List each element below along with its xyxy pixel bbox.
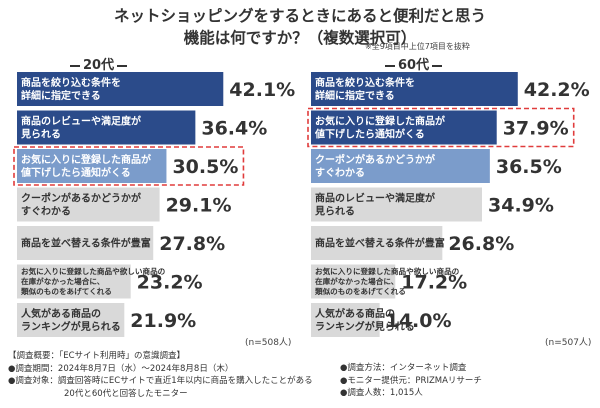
bar-category-label: すぐわかる [315,167,365,179]
bar [311,149,490,183]
bar-category-label: 類似のものをあげてくれる [314,286,406,296]
bar [311,226,443,260]
value-label: 21.9% [130,310,196,332]
bar-category-label: 商品を並べ替える条件が豊富 [21,237,151,250]
bar-category-label: お気に入りに登録した商品が [315,115,446,128]
value-label: 36.4% [201,118,267,140]
bar-category-label: 見られる [20,129,61,141]
subnote: ※全9項目中上位7項目を抜粋 [365,42,470,51]
bar [311,264,396,299]
bar-category-label: 商品を絞り込む条件を [21,76,121,89]
value-label: 23.2% [137,272,203,294]
bar-category-label: 人気がある商品の [315,307,395,320]
bar-category-label: すぐわかる [21,206,71,218]
value-label: 17.2% [401,272,467,294]
bar-category-label: 値下げしたら通知がくる [314,128,425,141]
bar-category-label: 詳細に指定できる [21,89,101,102]
bar [17,187,160,222]
value-label: 42.2% [524,79,590,101]
bar-category-label: 商品を絞り込む条件を [315,76,415,89]
chart-title-line-1: ネットショッピングをするときにあると便利だと思う [113,7,486,25]
bar-category-label: 商品のレビューや満足度が [315,192,436,205]
highlight-box [307,107,575,148]
bar-category-label: ランキングが見られる [315,320,415,333]
value-label: 30.5% [172,156,238,178]
footer-left-line: 20代と60代と回答したモニター [64,388,188,399]
bar-category-label: 在庫がなかった場合に、 [315,276,398,286]
bar-category-label: 類似のものをあげてくれる [20,286,112,296]
bar [311,187,483,222]
bar-category-label: クーポンがあるかどうかが [315,153,436,166]
value-label: 42.1% [229,79,295,101]
value-label: 26.8% [448,233,514,255]
bar-category-label: 商品のレビューや満足度が [21,115,142,128]
bar [311,303,380,337]
value-label: 29.1% [166,195,232,217]
bar [17,72,224,106]
footer-left: 【調査概要：「ECサイト利用時」の意識調査】 ●調査期間：2024年8月7日（水… [8,350,313,400]
footer-left-line: ●調査対象：調査回答時にECサイトで直近1年以内に商品を購入したことがある [8,376,313,386]
bar-category-label: 商品を並べ替える条件が豊富 [315,237,445,250]
bar [17,264,131,299]
panel-label-20s: 20代 [70,54,127,73]
n-note-20s: (n=508人) [245,338,292,348]
footer-left-line: 【調査概要：「ECサイト利用時」の意識調査】 [8,351,186,361]
footer-right-line: ●調査方法：インターネット調査 [340,363,467,373]
value-label: 27.8% [159,233,225,255]
panel-label-60s: 60代 [385,54,442,73]
footer-right-line: ●調査人数：1,015人 [340,388,423,398]
bar [17,149,167,183]
bar-category-label: 人気がある商品の [21,307,101,320]
footer-right: ●調査方法：インターネット調査 ●モニター提供元：PRIZMAリサーチ ●調査人… [340,362,482,400]
n-note-60s: (n=507人) [545,338,592,348]
chart-title-line-2: 機能は何ですか？（複数選択可） [183,29,417,47]
bar-category-label: お気に入りに登録した商品が [21,153,152,166]
bar [17,226,154,260]
chart-title: ネットショッピングをするときにあると便利だと思う 機能は何ですか？（複数選択可） [0,5,600,49]
bar-category-label: ランキングが見られる [21,320,121,333]
bar-category-label: 見られる [314,206,355,218]
bar-category-label: 在庫がなかった場合に、 [21,276,104,286]
bar-category-label: クーポンがあるかどうかが [21,192,142,205]
bar [17,110,196,145]
highlight-box [13,146,245,186]
value-label: 34.9% [488,195,554,217]
value-label: 37.9% [503,118,569,140]
bar-category-label: 詳細に指定できる [315,89,395,102]
bar [311,110,497,145]
bar [311,72,518,106]
footer-left-line: ●調査期間：2024年8月7日（水）〜2024年8月8日（木） [8,363,234,374]
footer-right-line: ●モニター提供元：PRIZMAリサーチ [340,375,482,386]
value-label: 14.0% [386,310,452,332]
bar-category-label: 値下げしたら通知がくる [20,166,131,179]
value-label: 36.5% [496,156,562,178]
bar [17,303,125,337]
bar-category-label: お気に入りに登録した商品や欲しい商品の [315,266,460,276]
bar-category-label: お気に入りに登録した商品や欲しい商品の [21,266,166,276]
